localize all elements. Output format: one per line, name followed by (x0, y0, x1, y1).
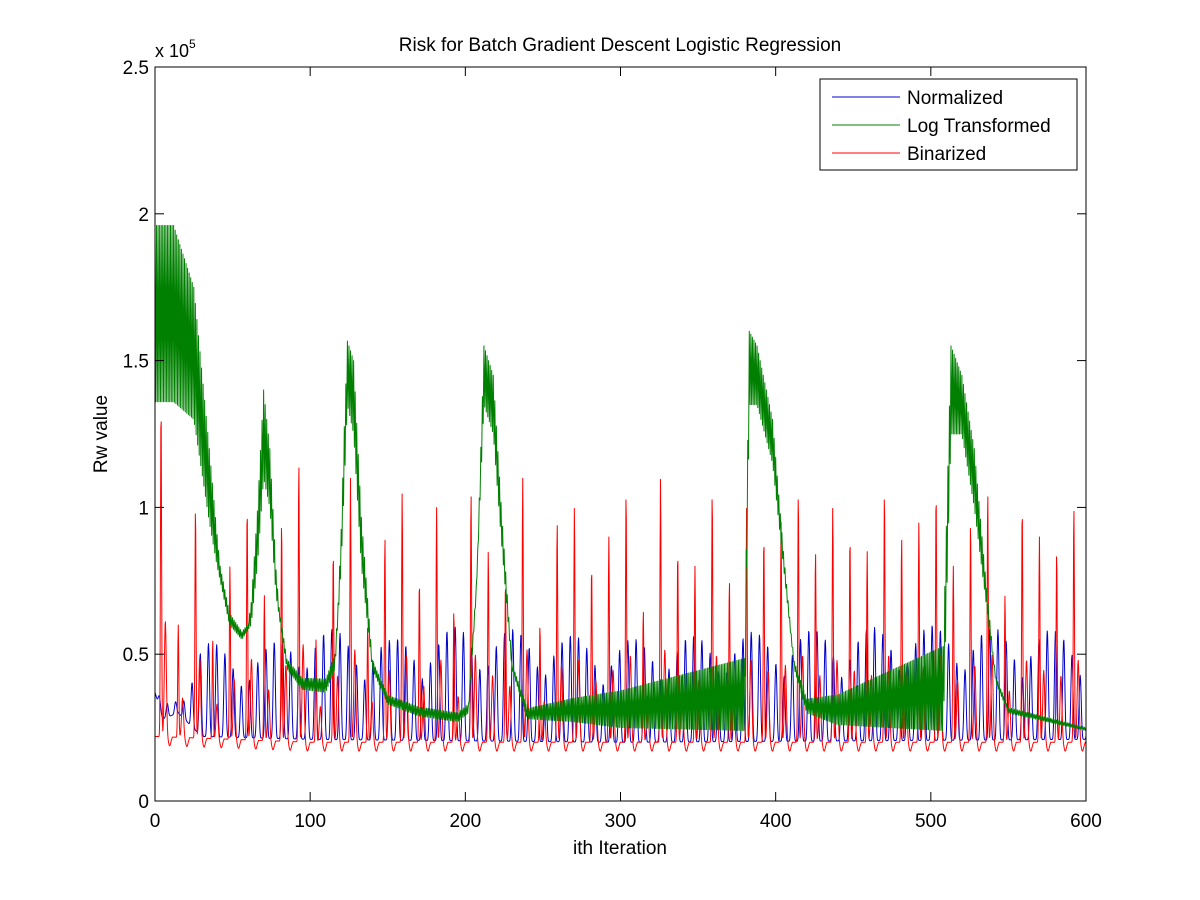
x-tick-label: 100 (294, 811, 326, 832)
y-tick-label: 2 (138, 205, 149, 226)
legend: Normalized Log Transformed Binarized (819, 78, 1078, 171)
x-tick-label: 200 (449, 811, 481, 832)
x-tick-label: 300 (605, 811, 637, 832)
y-tick-label: 0.5 (123, 645, 149, 666)
legend-label-normalized: Normalized (907, 88, 1003, 109)
legend-label-log-transformed: Log Transformed (907, 116, 1051, 137)
series-line-binarized (155, 421, 1086, 752)
x-tick-label: 0 (150, 811, 161, 832)
legend-label-binarized: Binarized (907, 144, 986, 165)
chart-title: Risk for Batch Gradient Descent Logistic… (399, 35, 841, 56)
x-tick-label: 500 (915, 811, 947, 832)
x-tick-label: 600 (1070, 811, 1102, 832)
x-tick-label: 400 (760, 811, 792, 832)
y-tick-label: 2.5 (123, 58, 149, 79)
y-axis-exponent: x 105 (155, 37, 196, 61)
y-tick-label: 0 (138, 792, 149, 813)
y-tick-label: 1.5 (123, 352, 149, 373)
series-line-normalized (155, 625, 1086, 743)
y-tick-label: 1 (138, 498, 149, 519)
y-axis-label: Rw value (91, 395, 112, 473)
x-axis-label: ith Iteration (573, 838, 667, 859)
series-line-log-transformed (155, 225, 1086, 732)
series-layer (155, 225, 1086, 752)
axis-ticks: 0 100 200 300 400 500 600 0 0.5 1 1.5 2 2.5 (123, 58, 1102, 832)
